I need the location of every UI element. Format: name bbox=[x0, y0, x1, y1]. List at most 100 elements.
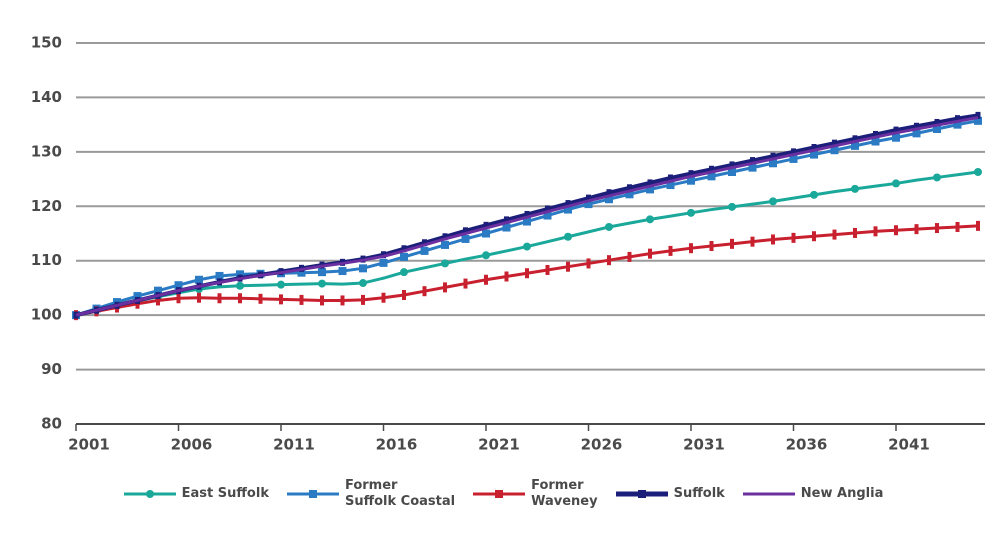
legend-item: New Anglia bbox=[742, 486, 883, 502]
marker bbox=[974, 116, 982, 125]
marker bbox=[420, 246, 429, 255]
marker bbox=[524, 210, 530, 218]
marker bbox=[974, 167, 982, 176]
y-tick-label: 80 bbox=[41, 415, 62, 433]
marker bbox=[584, 200, 593, 209]
marker bbox=[892, 133, 900, 142]
marker bbox=[812, 231, 816, 242]
legend-swatch bbox=[286, 490, 339, 498]
marker bbox=[606, 189, 612, 197]
marker bbox=[215, 271, 224, 280]
marker bbox=[359, 264, 367, 273]
marker bbox=[934, 118, 940, 126]
marker bbox=[236, 270, 244, 279]
marker bbox=[914, 122, 919, 130]
marker bbox=[771, 234, 775, 245]
legend-swatch bbox=[123, 490, 176, 498]
marker bbox=[338, 267, 347, 276]
marker bbox=[668, 245, 673, 256]
marker bbox=[750, 236, 755, 247]
marker bbox=[810, 190, 818, 199]
legend-swatch bbox=[742, 492, 795, 496]
legend-marker bbox=[145, 490, 154, 498]
marker bbox=[605, 195, 613, 204]
marker bbox=[340, 295, 345, 306]
marker bbox=[646, 215, 654, 224]
marker bbox=[687, 176, 695, 185]
x-tick-label: 2006 bbox=[171, 436, 213, 454]
marker bbox=[668, 174, 673, 182]
x-tick-label: 2036 bbox=[786, 436, 828, 454]
y-tick-label: 120 bbox=[31, 197, 62, 215]
marker bbox=[912, 129, 921, 138]
marker bbox=[502, 223, 511, 232]
marker bbox=[359, 279, 367, 288]
marker bbox=[545, 205, 550, 213]
marker bbox=[914, 224, 919, 235]
series bbox=[75, 116, 979, 317]
marker bbox=[156, 295, 160, 306]
marker bbox=[852, 135, 858, 143]
marker bbox=[832, 139, 837, 147]
marker bbox=[666, 181, 675, 190]
marker bbox=[482, 251, 490, 260]
marker bbox=[133, 292, 142, 301]
marker bbox=[770, 152, 776, 160]
marker bbox=[748, 163, 757, 172]
series bbox=[72, 167, 982, 320]
marker bbox=[523, 217, 531, 226]
marker bbox=[154, 286, 162, 295]
y-tick-label: 130 bbox=[31, 142, 62, 160]
marker bbox=[688, 170, 694, 178]
marker bbox=[586, 258, 591, 269]
marker bbox=[482, 229, 490, 238]
marker bbox=[279, 294, 283, 305]
marker bbox=[297, 268, 306, 277]
marker bbox=[625, 190, 634, 199]
marker bbox=[463, 227, 468, 235]
line bbox=[75, 116, 979, 317]
x-tick-label: 2016 bbox=[376, 436, 418, 454]
marker bbox=[955, 115, 960, 123]
marker bbox=[933, 173, 941, 182]
marker bbox=[851, 141, 859, 150]
marker bbox=[236, 281, 244, 290]
x-tick-label: 2026 bbox=[581, 436, 623, 454]
legend-label: Suffolk bbox=[673, 486, 725, 501]
marker bbox=[687, 208, 695, 217]
marker bbox=[523, 242, 531, 251]
legend-item: Former Waveney bbox=[473, 478, 598, 510]
legend-item: Suffolk bbox=[615, 486, 725, 502]
marker bbox=[750, 157, 755, 165]
marker bbox=[442, 233, 448, 241]
marker bbox=[422, 239, 427, 247]
marker bbox=[504, 216, 509, 224]
legend-label: East Suffolk bbox=[181, 486, 269, 501]
marker bbox=[728, 167, 736, 176]
marker bbox=[709, 241, 714, 252]
marker bbox=[605, 222, 613, 231]
marker bbox=[461, 234, 470, 243]
marker bbox=[894, 225, 898, 236]
marker bbox=[238, 293, 242, 304]
marker bbox=[463, 278, 468, 289]
marker bbox=[320, 295, 324, 306]
marker bbox=[853, 227, 857, 238]
chart: 80 90 100 110 120 130 140 150 2001 2006 2011 2016 20… bbox=[31, 34, 985, 454]
y-tick-label: 100 bbox=[31, 306, 62, 324]
marker bbox=[381, 251, 386, 259]
x-tick-label: 2031 bbox=[683, 436, 725, 454]
marker bbox=[830, 146, 839, 155]
marker bbox=[933, 124, 941, 133]
marker bbox=[730, 238, 734, 249]
marker bbox=[892, 179, 900, 188]
marker bbox=[586, 194, 591, 202]
marker bbox=[953, 120, 962, 129]
marker bbox=[443, 282, 447, 293]
marker bbox=[707, 172, 716, 181]
marker bbox=[646, 185, 654, 194]
marker bbox=[441, 259, 449, 268]
marker bbox=[381, 292, 386, 303]
legend-item: Former Suffolk Coastal bbox=[286, 478, 455, 510]
marker bbox=[647, 179, 653, 187]
